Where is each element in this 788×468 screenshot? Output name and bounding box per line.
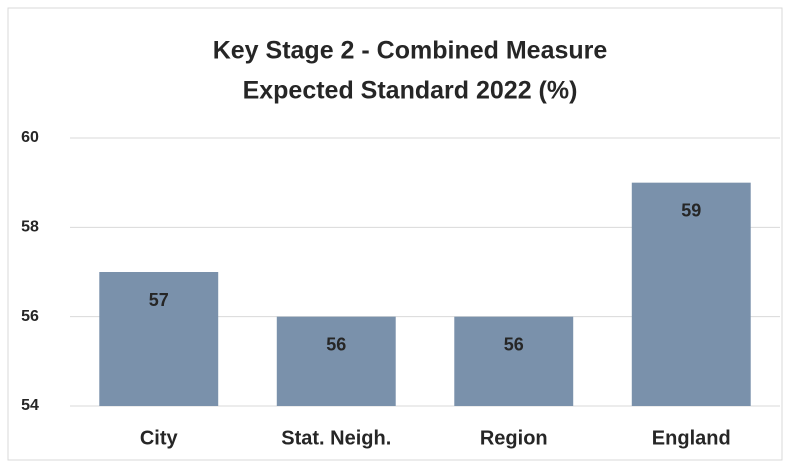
x-tick-label: Stat. Neigh. [281, 427, 391, 449]
x-tick-label: England [652, 427, 731, 449]
bar [454, 316, 574, 406]
data-label: 57 [149, 290, 169, 310]
x-tick-label: City [140, 427, 179, 449]
chart-title: Key Stage 2 - Combined Measure [213, 37, 608, 65]
data-label: 56 [326, 334, 346, 354]
x-tick-label: Region [480, 427, 548, 449]
chart-title: Expected Standard 2022 (%) [243, 77, 578, 105]
data-label: 56 [504, 334, 524, 354]
data-label: 59 [681, 200, 701, 220]
y-tick-label: 54 [21, 397, 39, 414]
y-tick-label: 56 [21, 308, 39, 325]
bar [99, 272, 219, 406]
y-tick-label: 60 [21, 129, 39, 146]
y-tick-label: 58 [21, 219, 39, 236]
bar [276, 316, 396, 406]
bar [631, 182, 751, 406]
